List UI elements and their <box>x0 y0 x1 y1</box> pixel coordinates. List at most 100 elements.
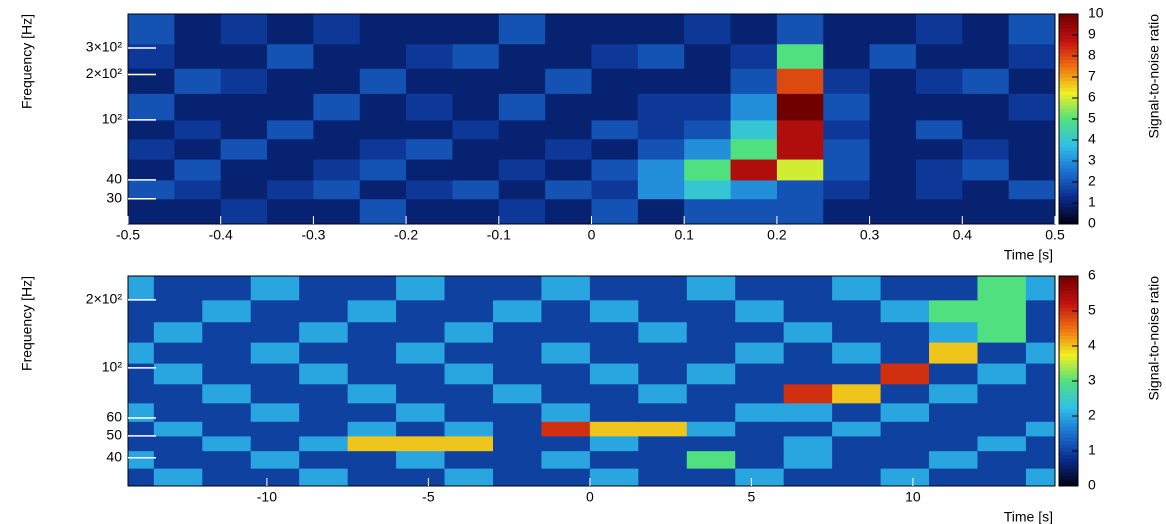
heatmap-cell <box>541 421 590 436</box>
heatmap-cell <box>590 363 639 384</box>
colorbar-step <box>1059 77 1078 81</box>
heatmap-cell <box>221 14 268 44</box>
colorbar-step <box>1059 416 1078 420</box>
heatmap-cell <box>348 403 397 422</box>
heatmap-cell <box>916 44 963 69</box>
heatmap-cell <box>541 300 590 322</box>
colorbar-step <box>1059 133 1078 137</box>
heatmap-cell <box>499 44 546 69</box>
colorbar-step <box>1059 35 1078 39</box>
heatmap-cell <box>445 322 494 343</box>
colorbar-step <box>1059 458 1078 462</box>
colorbar-tick-label: 7 <box>1088 68 1096 84</box>
heatmap-cell <box>832 276 881 300</box>
heatmap-cell <box>406 180 453 199</box>
heatmap-cell <box>251 363 300 384</box>
heatmap-cell <box>870 120 917 139</box>
heatmap-cell <box>154 276 203 300</box>
colorbar-step <box>1059 28 1078 32</box>
heatmap-cell <box>684 68 731 94</box>
colorbar-step <box>1059 451 1078 455</box>
heatmap-cell <box>929 403 978 422</box>
heatmap-cell <box>251 451 300 469</box>
heatmap-cell <box>313 68 360 94</box>
heatmap-cell <box>1026 342 1056 363</box>
heatmap-cell <box>541 342 590 363</box>
heatmap-cell <box>638 14 685 44</box>
heatmap-cell <box>406 139 453 160</box>
colorbar-step <box>1059 172 1078 176</box>
heatmap-cell <box>1009 44 1056 69</box>
colorbar-step <box>1059 315 1078 319</box>
colorbar-tick-label: 4 <box>1088 131 1096 147</box>
heatmap-cell <box>735 384 784 404</box>
colorbar-step <box>1059 18 1078 22</box>
heatmap-cell <box>1026 436 1056 451</box>
heatmap-cell <box>1026 451 1056 469</box>
colorbar-tick-label: 5 <box>1088 302 1096 318</box>
heatmap-cell <box>687 300 736 322</box>
colorbar-step <box>1059 112 1078 116</box>
heatmap-cell <box>541 276 590 300</box>
heatmap-cell <box>445 276 494 300</box>
colorbar-step <box>1059 479 1078 483</box>
y-tick-label: 3×10² <box>86 39 123 55</box>
heatmap-cell <box>348 421 397 436</box>
heatmap-cell <box>881 468 930 486</box>
heatmap-cell <box>684 199 731 225</box>
heatmap-cell <box>684 120 731 139</box>
heatmap-cell <box>977 436 1026 451</box>
heatmap-cell <box>638 363 687 384</box>
x-tick-label: -0.3 <box>301 227 325 243</box>
heatmap-cell <box>545 199 592 225</box>
heatmap-cell <box>977 451 1026 469</box>
colorbar-step <box>1059 56 1078 60</box>
heatmap-cell <box>735 300 784 322</box>
heatmap-cell <box>128 199 175 225</box>
heatmap-cell <box>545 68 592 94</box>
heatmap-cell <box>360 180 407 199</box>
heatmap-cell <box>929 276 978 300</box>
heatmap-cell <box>731 44 778 69</box>
heatmap-cell <box>823 44 870 69</box>
y-tick-label: 2×10² <box>86 65 123 81</box>
heatmap-cell <box>445 342 494 363</box>
heatmap-cell <box>1026 468 1056 486</box>
heatmap-cell <box>777 68 824 94</box>
heatmap-cell <box>916 139 963 160</box>
heatmap-cell <box>267 180 314 199</box>
heatmap-cell <box>777 14 824 44</box>
colorbar-step <box>1059 336 1078 340</box>
colorbar-step <box>1059 84 1078 88</box>
heatmap-cell <box>916 93 963 120</box>
heatmap-cell <box>128 322 154 343</box>
heatmap-cell <box>452 14 499 44</box>
heatmap-cell <box>452 44 499 69</box>
heatmap-cell <box>128 68 175 94</box>
heatmap-cell <box>251 300 300 322</box>
heatmap-cell <box>154 421 203 436</box>
heatmap-cell <box>541 384 590 404</box>
colorbar-title: Signal-to-noise ratio <box>1146 276 1162 401</box>
x-axis-title: Time [s] <box>1004 247 1053 263</box>
heatmap-cell <box>445 384 494 404</box>
heatmap-cell <box>348 384 397 404</box>
heatmap-cell <box>128 139 175 160</box>
heatmap-cell <box>638 421 687 436</box>
colorbar-step <box>1059 63 1078 67</box>
heatmap-cell <box>348 322 397 343</box>
heatmap-cell <box>916 180 963 199</box>
heatmap-cell <box>545 93 592 120</box>
heatmap-cell <box>128 363 154 384</box>
colorbar-step <box>1059 130 1078 134</box>
colorbar-tick-label: 10 <box>1088 5 1104 21</box>
colorbar-step <box>1059 434 1078 438</box>
colorbar-step <box>1059 469 1078 473</box>
heatmap-cell <box>590 421 639 436</box>
heatmap-cell <box>638 403 687 422</box>
heatmap-cell <box>929 322 978 343</box>
heatmap-cell <box>870 199 917 225</box>
y-tick-label: 40 <box>106 171 122 187</box>
heatmap-cell <box>962 120 1009 139</box>
heatmap-cell <box>452 159 499 180</box>
